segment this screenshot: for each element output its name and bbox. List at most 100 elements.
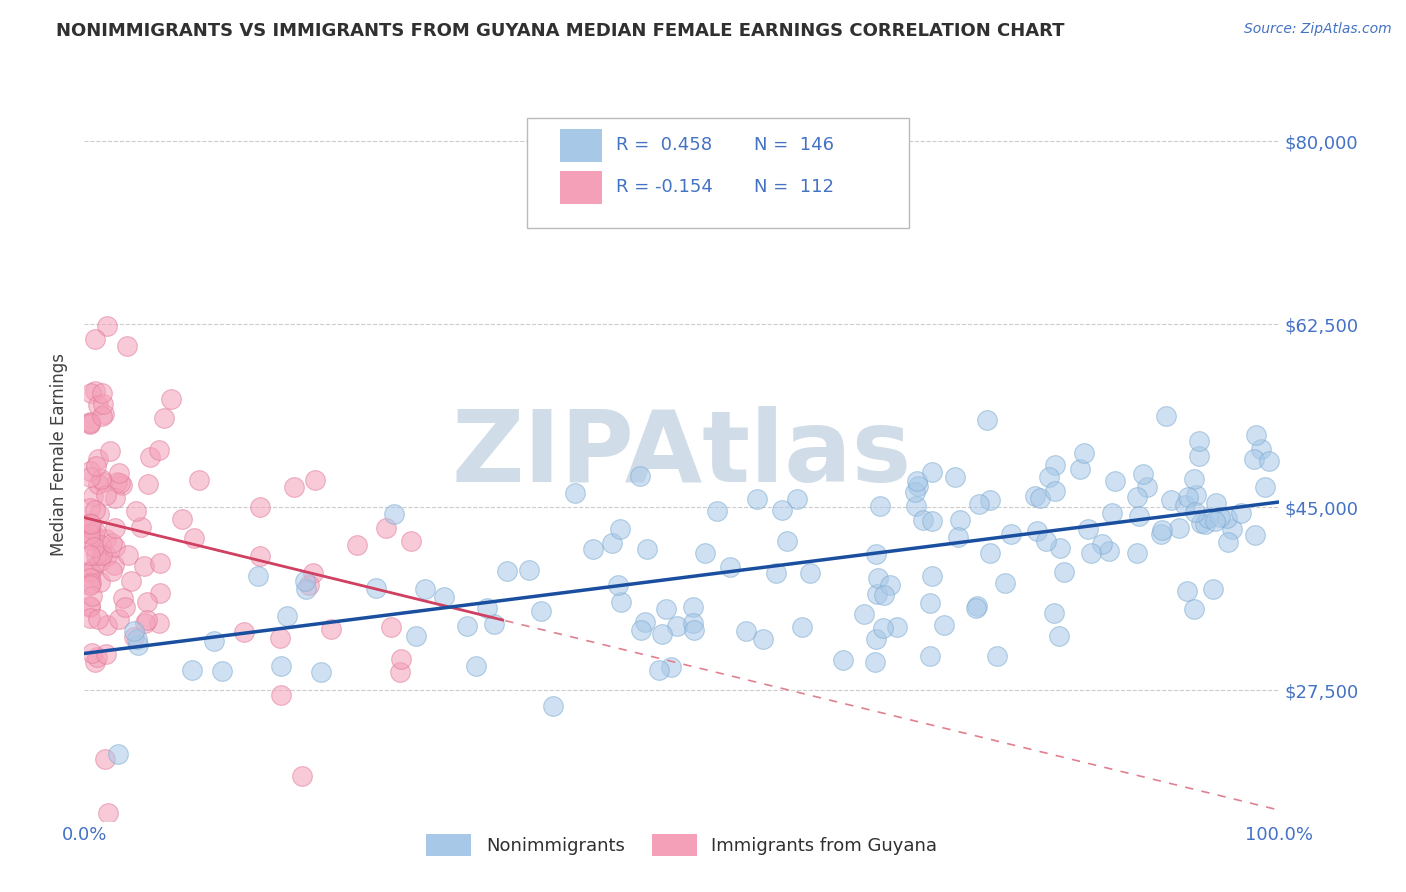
Point — [869, 499, 891, 513]
Point — [682, 624, 704, 638]
Point — [799, 566, 821, 580]
Point — [94, 532, 117, 546]
Point — [1091, 537, 1114, 551]
Point — [976, 413, 998, 427]
Point — [1035, 534, 1057, 549]
Point — [149, 586, 172, 600]
Point — [84, 384, 107, 398]
Point — [104, 521, 127, 535]
Point — [79, 548, 101, 562]
Point — [1125, 546, 1147, 560]
Point — [79, 565, 101, 579]
Point — [1069, 462, 1091, 476]
Point — [79, 463, 101, 477]
Point — [1189, 516, 1212, 530]
Point — [868, 571, 890, 585]
Point — [1104, 475, 1126, 489]
Point — [122, 630, 145, 644]
Point — [1174, 499, 1197, 513]
Point — [1184, 505, 1206, 519]
Point — [79, 611, 101, 625]
Point — [1246, 427, 1268, 442]
Point — [108, 612, 131, 626]
Point — [111, 478, 134, 492]
Point — [91, 397, 114, 411]
Point — [79, 501, 101, 516]
Point — [80, 516, 103, 531]
Point — [84, 655, 107, 669]
Point — [86, 649, 108, 664]
Point — [96, 318, 118, 333]
Point — [905, 474, 928, 488]
Point — [90, 472, 112, 486]
Point — [682, 599, 704, 614]
Point — [786, 492, 808, 507]
Point — [1049, 541, 1071, 555]
Point — [1101, 506, 1123, 520]
Point — [79, 599, 101, 613]
Point — [96, 488, 118, 502]
Point — [101, 536, 124, 550]
Point — [380, 620, 402, 634]
Point — [405, 629, 427, 643]
Point — [295, 582, 318, 596]
Point — [96, 549, 118, 563]
Point — [309, 665, 332, 679]
Point — [872, 621, 894, 635]
Point — [946, 530, 969, 544]
Point — [79, 571, 101, 585]
Point — [610, 594, 633, 608]
Point — [148, 443, 170, 458]
Point — [1230, 506, 1253, 520]
Point — [211, 665, 233, 679]
Point — [96, 617, 118, 632]
Point — [832, 653, 855, 667]
Point — [104, 491, 127, 505]
Point — [873, 588, 896, 602]
Point — [1043, 458, 1066, 472]
Point — [979, 546, 1001, 560]
Point — [83, 503, 105, 517]
Point — [129, 520, 152, 534]
Point — [181, 663, 204, 677]
Point — [1254, 479, 1277, 493]
Point — [905, 499, 928, 513]
Point — [921, 465, 943, 479]
Point — [79, 599, 101, 614]
Point — [1202, 582, 1225, 596]
Point — [886, 620, 908, 634]
Text: Source: ZipAtlas.com: Source: ZipAtlas.com — [1244, 22, 1392, 37]
Point — [80, 385, 103, 400]
Point — [853, 607, 876, 622]
Point — [413, 582, 436, 597]
Point — [90, 538, 112, 552]
Point — [101, 564, 124, 578]
Point — [399, 533, 422, 548]
Point — [93, 407, 115, 421]
Point — [391, 652, 413, 666]
Text: R =  0.458: R = 0.458 — [616, 136, 713, 154]
Point — [609, 522, 631, 536]
Point — [965, 600, 987, 615]
Point — [80, 564, 103, 578]
Point — [1024, 489, 1046, 503]
Point — [91, 475, 114, 489]
Point — [117, 548, 139, 562]
Point — [122, 624, 145, 638]
Point — [865, 656, 887, 670]
Point — [160, 392, 183, 407]
Point — [153, 410, 176, 425]
Point — [1182, 602, 1205, 616]
Point — [120, 574, 142, 588]
Point — [541, 699, 564, 714]
Point — [89, 507, 111, 521]
Point — [1258, 454, 1281, 468]
Point — [83, 540, 105, 554]
Point — [269, 631, 291, 645]
Point — [91, 386, 114, 401]
Point — [943, 470, 966, 484]
Point — [765, 566, 787, 581]
Point — [389, 665, 412, 679]
Point — [600, 536, 623, 550]
Point — [319, 622, 342, 636]
